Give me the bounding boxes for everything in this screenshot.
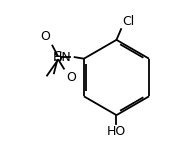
Text: HO: HO bbox=[107, 125, 126, 138]
Text: S: S bbox=[53, 50, 62, 64]
Text: O: O bbox=[66, 71, 76, 84]
Text: O: O bbox=[40, 30, 50, 43]
Text: Cl: Cl bbox=[123, 15, 135, 28]
Text: HN: HN bbox=[53, 51, 72, 64]
